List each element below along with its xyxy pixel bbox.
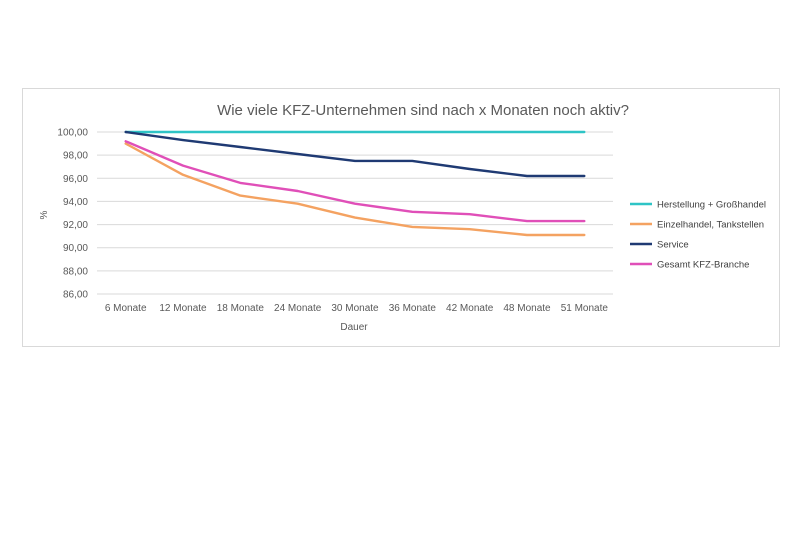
legend: Herstellung + Großhandel Einzelhandel, Ta…: [630, 200, 766, 271]
x-tick-label: 30 Monate: [331, 303, 379, 314]
chart-title: Wie viele KFZ-Unternehmen sind nach x Mo…: [217, 102, 629, 119]
series-line-2: [124, 142, 586, 237]
y-tick-label: 96,00: [63, 174, 88, 185]
x-tick-label: 48 Monate: [503, 303, 551, 314]
x-tick-label: 36 Monate: [389, 303, 437, 314]
y-tick-label: 100,00: [57, 128, 88, 139]
chart-frame: Wie viele KFZ-Unternehmen sind nach x Mo…: [22, 88, 780, 347]
line-chart: Wie viele KFZ-Unternehmen sind nach x Mo…: [39, 102, 766, 333]
x-tick-label: 51 Monate: [561, 303, 609, 314]
x-tick-label: 12 Monate: [159, 303, 207, 314]
y-tick-label: 86,00: [63, 290, 88, 301]
x-tick-label: 42 Monate: [446, 303, 494, 314]
series-lines: [124, 130, 586, 237]
legend-entry: Gesamt KFZ-Branche: [657, 260, 749, 271]
x-axis-ticks: 6 Monate 12 Monate 18 Monate 24 Monate 30 Mo…: [105, 303, 609, 314]
y-tick-label: 90,00: [63, 243, 88, 254]
y-axis-title: %: [39, 210, 50, 219]
legend-entry: Herstellung + Großhandel: [657, 200, 766, 211]
x-axis-title: Dauer: [340, 322, 368, 333]
y-tick-label: 92,00: [63, 220, 88, 231]
legend-entry: Einzelhandel, Tankstellen: [657, 220, 764, 231]
x-tick-label: 6 Monate: [105, 303, 147, 314]
legend-entry: Service: [657, 240, 689, 251]
x-tick-label: 24 Monate: [274, 303, 322, 314]
series-line-3: [124, 130, 586, 178]
y-axis-ticks: 86,00 88,00 90,00 92,00 94,00 96,00 98,00 100,0…: [57, 128, 88, 301]
x-tick-label: 18 Monate: [217, 303, 265, 314]
y-tick-label: 88,00: [63, 266, 88, 277]
gridlines: [97, 131, 613, 295]
series-line-4: [124, 140, 586, 223]
y-tick-label: 98,00: [63, 151, 88, 162]
y-tick-label: 94,00: [63, 197, 88, 208]
